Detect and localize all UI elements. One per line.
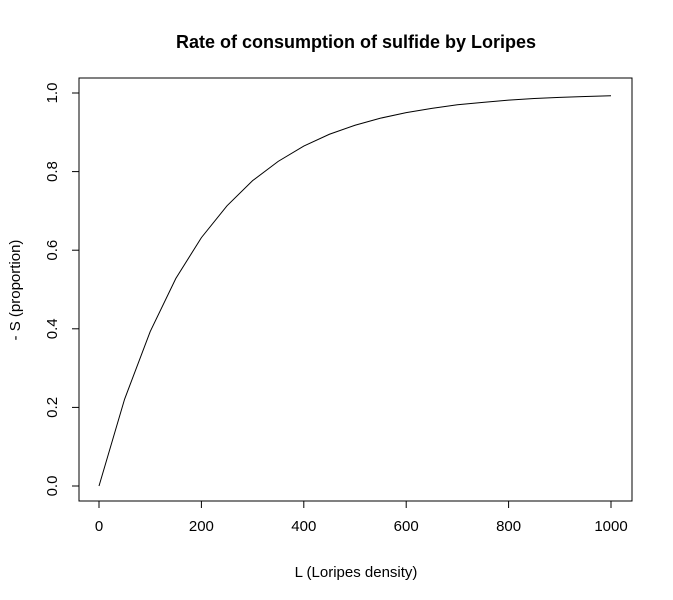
x-tick-label: 0	[95, 518, 103, 535]
y-axis-label: - S (proportion)	[7, 240, 24, 341]
x-tick-label: 400	[291, 518, 316, 535]
x-axis: 0 200 400 600 800 1000	[95, 500, 628, 535]
chart-title: Rate of consumption of sulfide by Loripe…	[176, 32, 536, 52]
y-tick-label: 0.8	[44, 161, 61, 182]
series-line	[98, 95, 612, 487]
x-tick-label: 600	[394, 518, 419, 535]
y-tick-label: 1.0	[44, 83, 61, 104]
x-tick-label: 200	[189, 518, 214, 535]
x-axis-label: L (Loripes density)	[295, 564, 418, 581]
y-tick-label: 0.2	[44, 397, 61, 418]
y-tick-label: 0.0	[44, 476, 61, 497]
y-tick-label: 0.6	[44, 240, 61, 261]
plot-frame	[78, 77, 633, 502]
x-tick-label: 800	[496, 518, 521, 535]
x-tick-label: 1000	[594, 518, 627, 535]
y-axis: 0.0 0.2 0.4 0.6 0.8 1.0	[44, 83, 80, 497]
y-tick-label: 0.4	[44, 318, 61, 339]
